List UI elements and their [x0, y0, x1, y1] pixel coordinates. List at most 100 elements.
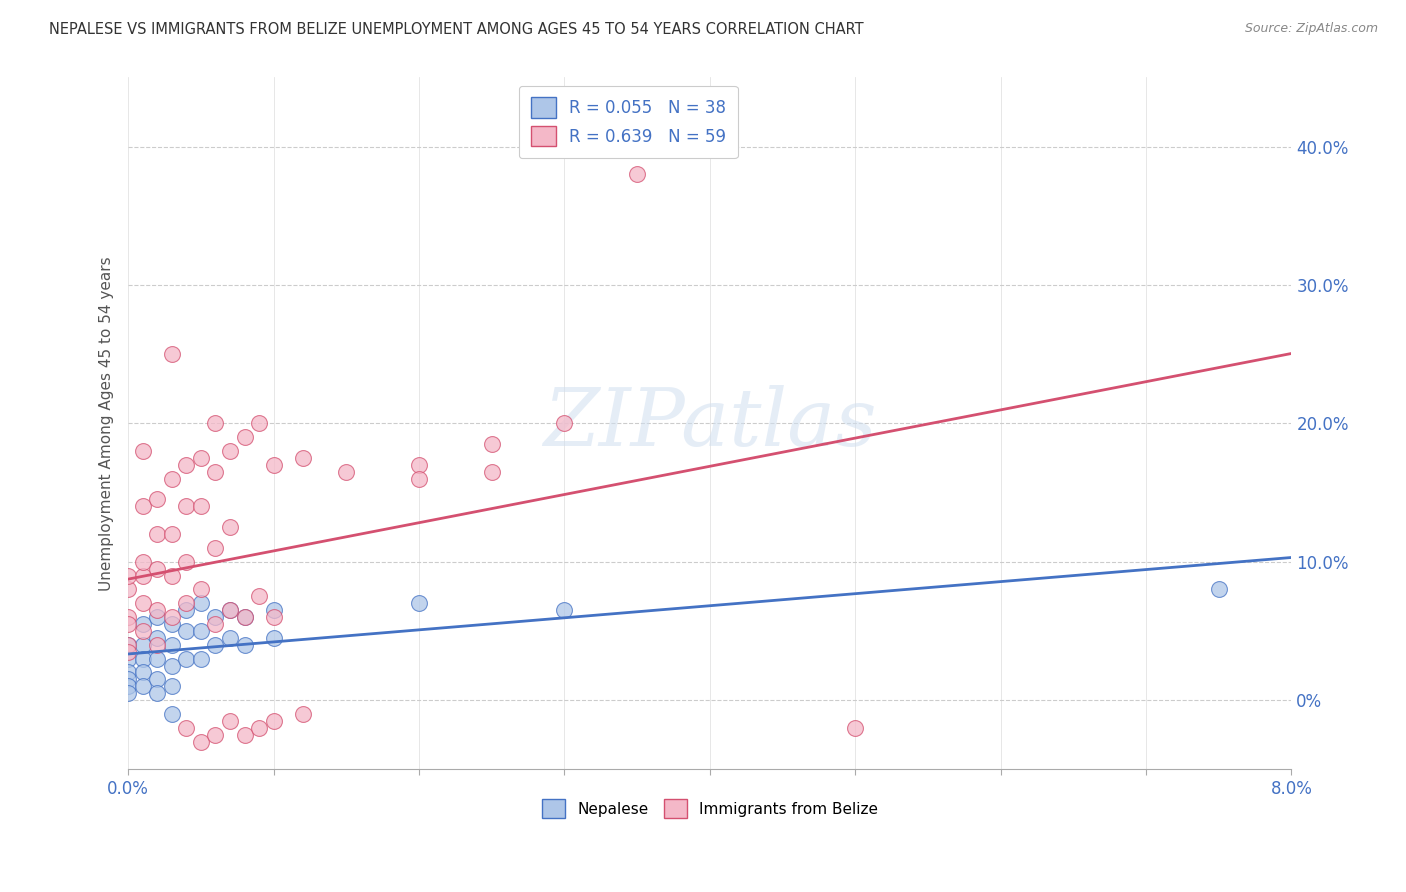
- Text: Source: ZipAtlas.com: Source: ZipAtlas.com: [1244, 22, 1378, 36]
- Point: [626, 167, 648, 181]
- Point: [176, 651, 198, 665]
- Point: [117, 645, 139, 659]
- Point: [117, 673, 139, 687]
- Point: [247, 721, 270, 735]
- Point: [204, 728, 226, 742]
- Point: [190, 624, 212, 638]
- Point: [204, 417, 226, 431]
- Text: ZIPatlas: ZIPatlas: [543, 384, 876, 462]
- Point: [132, 638, 155, 652]
- Point: [146, 562, 169, 576]
- Point: [160, 472, 183, 486]
- Point: [117, 617, 139, 632]
- Point: [233, 610, 256, 624]
- Point: [146, 631, 169, 645]
- Point: [263, 631, 285, 645]
- Point: [146, 673, 169, 687]
- Point: [335, 465, 357, 479]
- Point: [117, 568, 139, 582]
- Point: [117, 665, 139, 680]
- Point: [190, 596, 212, 610]
- Point: [117, 638, 139, 652]
- Point: [117, 651, 139, 665]
- Point: [132, 555, 155, 569]
- Point: [146, 603, 169, 617]
- Point: [132, 624, 155, 638]
- Point: [160, 658, 183, 673]
- Point: [408, 596, 430, 610]
- Point: [117, 610, 139, 624]
- Point: [263, 603, 285, 617]
- Point: [160, 706, 183, 721]
- Point: [176, 603, 198, 617]
- Point: [160, 527, 183, 541]
- Point: [176, 596, 198, 610]
- Point: [176, 624, 198, 638]
- Point: [117, 638, 139, 652]
- Point: [190, 734, 212, 748]
- Point: [132, 596, 155, 610]
- Point: [1208, 582, 1230, 597]
- Point: [233, 638, 256, 652]
- Point: [553, 603, 575, 617]
- Point: [146, 492, 169, 507]
- Point: [190, 582, 212, 597]
- Point: [233, 430, 256, 444]
- Point: [132, 568, 155, 582]
- Point: [219, 603, 242, 617]
- Point: [190, 651, 212, 665]
- Point: [176, 500, 198, 514]
- Point: [146, 638, 169, 652]
- Point: [291, 706, 314, 721]
- Point: [553, 417, 575, 431]
- Point: [160, 610, 183, 624]
- Point: [219, 714, 242, 728]
- Point: [204, 465, 226, 479]
- Point: [160, 617, 183, 632]
- Point: [190, 450, 212, 465]
- Point: [263, 714, 285, 728]
- Point: [146, 651, 169, 665]
- Point: [117, 686, 139, 700]
- Point: [263, 458, 285, 472]
- Point: [132, 444, 155, 458]
- Point: [117, 679, 139, 693]
- Point: [132, 665, 155, 680]
- Point: [408, 472, 430, 486]
- Point: [176, 458, 198, 472]
- Point: [204, 541, 226, 555]
- Point: [204, 610, 226, 624]
- Point: [176, 721, 198, 735]
- Point: [117, 582, 139, 597]
- Point: [247, 590, 270, 604]
- Point: [408, 458, 430, 472]
- Point: [176, 555, 198, 569]
- Point: [291, 450, 314, 465]
- Y-axis label: Unemployment Among Ages 45 to 54 years: Unemployment Among Ages 45 to 54 years: [100, 256, 114, 591]
- Point: [219, 603, 242, 617]
- Point: [233, 610, 256, 624]
- Point: [132, 500, 155, 514]
- Point: [146, 686, 169, 700]
- Point: [219, 631, 242, 645]
- Text: NEPALESE VS IMMIGRANTS FROM BELIZE UNEMPLOYMENT AMONG AGES 45 TO 54 YEARS CORREL: NEPALESE VS IMMIGRANTS FROM BELIZE UNEMP…: [49, 22, 863, 37]
- Point: [146, 527, 169, 541]
- Point: [146, 610, 169, 624]
- Point: [204, 638, 226, 652]
- Point: [160, 638, 183, 652]
- Point: [263, 610, 285, 624]
- Point: [160, 347, 183, 361]
- Point: [160, 679, 183, 693]
- Point: [132, 651, 155, 665]
- Point: [190, 500, 212, 514]
- Point: [219, 520, 242, 534]
- Point: [132, 679, 155, 693]
- Point: [160, 568, 183, 582]
- Point: [233, 728, 256, 742]
- Point: [219, 444, 242, 458]
- Point: [247, 417, 270, 431]
- Point: [844, 721, 866, 735]
- Legend: Nepalese, Immigrants from Belize: Nepalese, Immigrants from Belize: [536, 793, 884, 824]
- Point: [204, 617, 226, 632]
- Point: [481, 437, 503, 451]
